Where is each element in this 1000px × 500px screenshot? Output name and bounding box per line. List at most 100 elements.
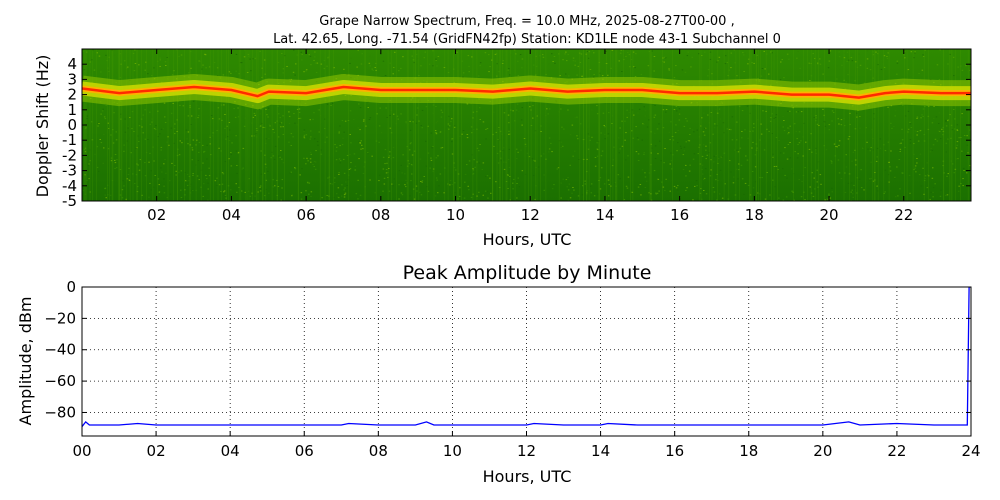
spectrogram-noise-speck (336, 193, 338, 195)
spectrogram-noise-speck (759, 139, 761, 141)
spectrogram-noise-speck (789, 125, 791, 127)
spectrogram-noise-speck (657, 178, 660, 180)
spectrogram-noise-speck (364, 65, 367, 67)
spectrogram-noise-speck (239, 62, 242, 64)
spectrogram-noise-speck (618, 60, 620, 62)
spectrogram-noise-speck (963, 135, 966, 136)
spectrogram-noise-speck (479, 62, 482, 64)
spectrogram-noise-speck (314, 56, 316, 58)
spectrogram-noise-speck (916, 162, 918, 164)
spectrogram-noise-speck (898, 159, 901, 160)
spectrogram-noise-speck (589, 139, 591, 141)
spectrogram-noise-speck (960, 65, 962, 67)
spectrogram-noise-speck (747, 184, 750, 186)
spectrogram-noise-speck (640, 194, 642, 196)
spectrogram-noise-speck (382, 168, 385, 170)
spectrogram-noise-speck (604, 134, 606, 136)
spectrogram-noise-speck (778, 197, 780, 199)
spectrogram-noise-speck (517, 177, 519, 179)
spectrogram-noise-speck (341, 144, 344, 146)
spectrogram-noise-speck (866, 58, 869, 60)
spectrogram-noise-speck (496, 152, 499, 154)
spectrogram-noise-speck (550, 142, 552, 144)
spectrogram-noise-speck (820, 183, 822, 185)
spectrogram-noise-speck (115, 167, 118, 169)
spectrogram-noise-speck (942, 126, 944, 128)
spectrogram-noise-speck (241, 62, 243, 64)
spectrogram-noise-speck (310, 64, 312, 66)
spectrogram-noise-speck (337, 196, 339, 198)
spectrogram-noise-speck (461, 133, 463, 135)
spectrogram-noise-speck (867, 74, 869, 76)
spectrogram-noise-speck (410, 180, 412, 182)
spectrogram-noise-speck (115, 139, 118, 141)
spectrogram-noise-speck (899, 151, 901, 152)
spectrogram-noise-speck (192, 190, 194, 191)
spectrogram-noise-speck (904, 50, 906, 52)
spectrogram-noise-speck (853, 109, 856, 111)
spectrogram-noise-speck (98, 55, 101, 57)
spectrogram-noise-speck (293, 49, 295, 51)
spectrogram-noise-speck (576, 135, 578, 137)
spectrogram-noise-speck (485, 138, 487, 140)
spectrogram-noise-speck (601, 167, 603, 169)
spectrogram-noise-speck (229, 102, 231, 104)
spectrogram-noise-speck (738, 105, 741, 107)
spectrogram-noise-speck (933, 65, 936, 67)
spectrogram-noise-speck (434, 130, 437, 131)
spectrogram-noise-speck (291, 195, 293, 197)
spectrogram-noise-speck (278, 155, 280, 157)
spectrogram-noise-speck (526, 65, 528, 67)
spectrogram-noise-speck (155, 125, 157, 127)
spectrogram-noise-speck (782, 116, 784, 118)
spectrogram-noise-speck (890, 105, 893, 107)
spectrogram-noise-speck (640, 73, 643, 75)
spectrogram-noise-speck (764, 68, 766, 70)
spectrogram-noise-speck (495, 53, 498, 55)
spectrogram-noise-speck (722, 122, 725, 124)
spectrogram-noise-speck (565, 179, 568, 181)
spectrogram-noise-speck (85, 127, 87, 129)
spectrogram-noise-speck (125, 198, 127, 200)
spectrogram-noise-speck (632, 137, 634, 139)
spectrogram-noise-speck (542, 54, 544, 56)
spectrogram-noise-speck (870, 177, 873, 179)
spectrogram-noise-speck (338, 131, 340, 133)
spectrogram-noise-speck (843, 125, 846, 127)
spectrogram-noise-speck (945, 125, 948, 127)
spectrogram-noise-speck (386, 117, 388, 118)
spectrogram-noise-speck (97, 125, 99, 127)
spectrogram-noise-speck (914, 50, 916, 52)
spectrogram-noise-speck (753, 62, 755, 64)
spectrogram-noise-speck (899, 188, 901, 190)
spectrogram-noise-speck (966, 172, 968, 174)
spectrogram-noise-speck (191, 147, 193, 149)
spectrogram-noise-speck (376, 113, 378, 115)
spectrogram-noise-speck (235, 135, 237, 137)
spectrogram-noise-speck (848, 59, 850, 61)
spectrogram-noise-speck (814, 58, 816, 59)
spectrogram-noise-speck (415, 63, 418, 65)
spectrogram-noise-speck (611, 49, 614, 51)
spectrogram-noise-speck (927, 105, 930, 107)
spectrogram-noise-speck (855, 164, 857, 166)
spectrogram-noise-speck (950, 124, 953, 126)
spectrogram-noise-speck (280, 122, 283, 124)
spectrogram-noise-speck (792, 107, 794, 109)
spectrogram-noise-speck (432, 146, 434, 147)
spectrogram-noise-speck (611, 115, 614, 117)
spectrogram-noise-speck (479, 144, 481, 145)
spectrogram-noise-speck (119, 194, 122, 196)
spectrogram-noise-speck (742, 54, 745, 56)
spectrogram-noise-speck (572, 60, 575, 62)
spectrogram-noise-speck (452, 68, 455, 70)
spectrogram-noise-speck (312, 164, 314, 166)
spectrogram-noise-speck (551, 53, 553, 55)
spectrogram-noise-speck (312, 77, 314, 79)
spectrogram-noise-speck (655, 193, 658, 195)
spectrogram-noise-speck (904, 115, 907, 117)
spectrogram-noise-speck (212, 118, 214, 120)
spectrogram-noise-speck (787, 78, 790, 80)
spectrogram-noise-speck (673, 77, 676, 79)
spectrogram-noise-speck (488, 54, 490, 56)
